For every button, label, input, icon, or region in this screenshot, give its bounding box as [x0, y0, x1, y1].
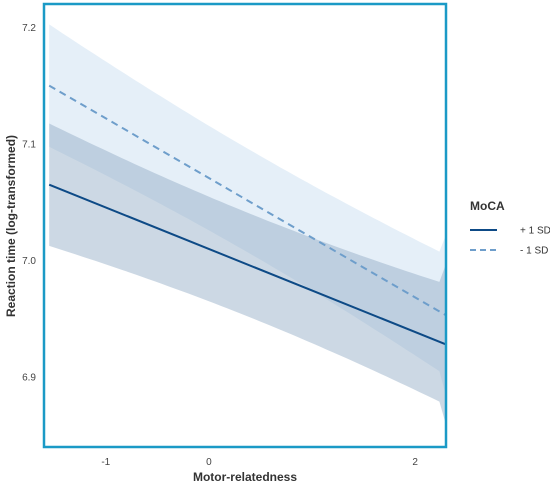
y-axis-ticks: 6.9 7.0 7.1 7.2 — [22, 23, 36, 384]
series-line-minus-1sd — [48, 84, 447, 317]
y-tick-label: 7.0 — [22, 256, 36, 267]
legend-title: MoCA — [470, 199, 505, 213]
legend-items: + 1 SD - 1 SD — [470, 226, 550, 257]
y-tick-label: 7.1 — [22, 139, 36, 150]
x-axis-label: Motor-relatedness — [193, 470, 297, 484]
ci-band-plus-1sd — [49, 123, 446, 425]
legend: MoCA + 1 SD - 1 SD — [470, 199, 550, 257]
x-tick-label: -1 — [101, 457, 110, 468]
x-axis-ticks: -1 0 2 — [101, 457, 418, 468]
y-tick-label: 6.9 — [22, 373, 36, 384]
series-lines — [48, 84, 447, 346]
legend-label-minus-1sd: - 1 SD — [520, 246, 548, 257]
ci-band-minus-1sd — [49, 24, 446, 396]
x-tick-label: 0 — [206, 457, 212, 468]
plot-frame — [42, 2, 448, 449]
confidence-bands — [49, 24, 446, 425]
legend-label-plus-1sd: + 1 SD — [520, 226, 550, 237]
y-tick-label: 7.2 — [22, 23, 36, 34]
y-axis-label: Reaction time (log-transformed) — [4, 135, 18, 317]
x-tick-label: 2 — [412, 457, 418, 468]
series-line-plus-1sd — [48, 183, 447, 346]
